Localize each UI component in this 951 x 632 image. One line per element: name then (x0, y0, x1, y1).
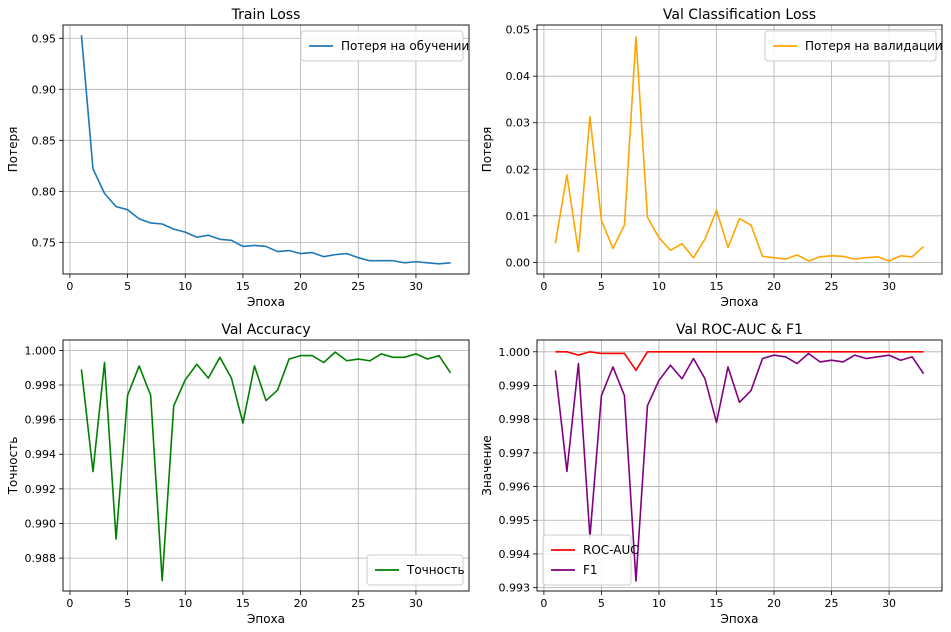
x-tick-label: 30 (409, 280, 423, 293)
plot-frame (536, 339, 943, 592)
legend-box (764, 30, 937, 62)
plot-frame (62, 339, 470, 592)
y-tick-label: 0.995 (499, 514, 531, 527)
chart-panel-2: 0 5 10 15 20 25 30 0.00 0.01 0.02 0.03 0.04 0.05 Val … (480, 7, 943, 309)
legend-label: Потеря на валидации (805, 39, 943, 53)
y-tick-label: 0.04 (506, 70, 531, 83)
x-tick-label: 10 (178, 280, 192, 293)
chart-panel-1: 0 5 10 15 20 25 30 0.75 0.80 0.85 0.90 0.95 Train Lo… (6, 7, 470, 309)
x-tick-label: 5 (598, 597, 605, 610)
legend-label: ROC-AUC (583, 543, 639, 557)
chart-title: Train Loss (231, 7, 301, 23)
y-tick-label: 0.999 (499, 379, 531, 392)
legend-box (542, 534, 632, 586)
y-tick-label: 0.990 (25, 517, 57, 530)
y-axis-label: Точность (6, 437, 20, 496)
y-tick-label: 0.992 (25, 483, 57, 496)
y-tick-label: 0.997 (499, 447, 531, 460)
x-tick-label: 25 (825, 280, 839, 293)
x-axis-label: Эпоха (720, 612, 758, 626)
legend-box (300, 30, 464, 62)
x-tick-label: 10 (652, 597, 666, 610)
x-tick-label: 25 (351, 280, 365, 293)
y-axis-label: Потеря (6, 127, 20, 173)
x-tick-label: 20 (294, 597, 308, 610)
x-tick-label: 10 (178, 597, 192, 610)
legend-box (366, 554, 464, 586)
y-tick-label: 0.998 (499, 413, 531, 426)
x-tick-label: 15 (236, 597, 250, 610)
plot-frame (62, 24, 470, 275)
legend: Точность (366, 554, 465, 586)
x-tick-label: 15 (236, 280, 250, 293)
x-tick-label: 10 (652, 280, 666, 293)
x-tick-label: 0 (540, 597, 547, 610)
series-line-потеря-на-валидации (554, 36, 925, 262)
x-tick-label: 0 (66, 597, 73, 610)
chart-panel-3: 0 5 10 15 20 25 30 0.988 0.990 0.992 0.994 0.996 0.9… (6, 322, 470, 626)
x-tick-label: 25 (825, 597, 839, 610)
chart-title: Val ROC-AUC & F1 (676, 322, 803, 338)
y-tick-label: 0.85 (32, 134, 57, 147)
x-tick-label: 15 (709, 280, 723, 293)
chart-panel-4: 0 5 10 15 20 25 30 0.993 0.994 0.995 0.996 0.997 0.9… (480, 322, 943, 626)
y-tick-label: 0.998 (25, 379, 57, 392)
legend: ROC-AUC F1 (542, 534, 639, 586)
y-tick-label: 0.03 (506, 117, 531, 130)
x-tick-label: 5 (124, 280, 131, 293)
series-line-точность (80, 351, 452, 582)
plot-frame (536, 24, 943, 275)
legend-label: Точность (406, 563, 465, 577)
y-tick-label: 0.994 (499, 548, 531, 561)
series-line-потеря-на-обучении (80, 35, 451, 265)
legend-label: F1 (583, 563, 598, 577)
y-tick-label: 0.90 (32, 83, 57, 96)
x-tick-label: 0 (540, 280, 547, 293)
y-axis-label: Потеря (480, 127, 494, 173)
x-axis-label: Эпоха (247, 612, 285, 626)
y-tick-label: 1.000 (499, 346, 531, 359)
x-axis-label: Эпоха (720, 295, 758, 309)
legend: Потеря на обучении (300, 30, 469, 62)
y-tick-label: 0.01 (506, 210, 531, 223)
y-tick-label: 0.02 (506, 163, 531, 176)
y-axis-label: Значение (480, 435, 494, 495)
x-tick-label: 20 (767, 280, 781, 293)
x-tick-label: 5 (598, 280, 605, 293)
y-tick-label: 0.996 (499, 481, 531, 494)
x-tick-label: 30 (409, 597, 423, 610)
x-tick-label: 25 (351, 597, 365, 610)
series-line-roc-auc (555, 350, 924, 372)
x-tick-label: 20 (294, 280, 308, 293)
x-tick-label: 30 (882, 597, 896, 610)
y-tick-label: 0.994 (25, 448, 57, 461)
series-line-f1 (554, 352, 925, 582)
x-tick-label: 30 (882, 280, 896, 293)
legend: Потеря на валидации (764, 30, 943, 62)
y-tick-label: 1.000 (25, 344, 57, 357)
y-tick-label: 0.05 (506, 24, 531, 37)
x-tick-label: 15 (709, 597, 723, 610)
y-tick-label: 0.988 (25, 552, 57, 565)
y-tick-label: 0.996 (25, 414, 57, 427)
x-tick-label: 5 (124, 597, 131, 610)
y-tick-label: 0.75 (32, 236, 57, 249)
chart-title: Val Classification Loss (663, 7, 816, 23)
y-tick-label: 0.993 (499, 582, 531, 595)
legend-label: Потеря на обучении (341, 39, 469, 53)
x-axis-label: Эпоха (247, 295, 285, 309)
chart-title: Val Accuracy (221, 322, 310, 338)
x-tick-label: 20 (767, 597, 781, 610)
x-tick-label: 0 (66, 280, 73, 293)
y-tick-label: 0.80 (32, 185, 57, 198)
y-tick-label: 0.95 (32, 32, 57, 45)
y-tick-label: 0.00 (506, 256, 531, 269)
